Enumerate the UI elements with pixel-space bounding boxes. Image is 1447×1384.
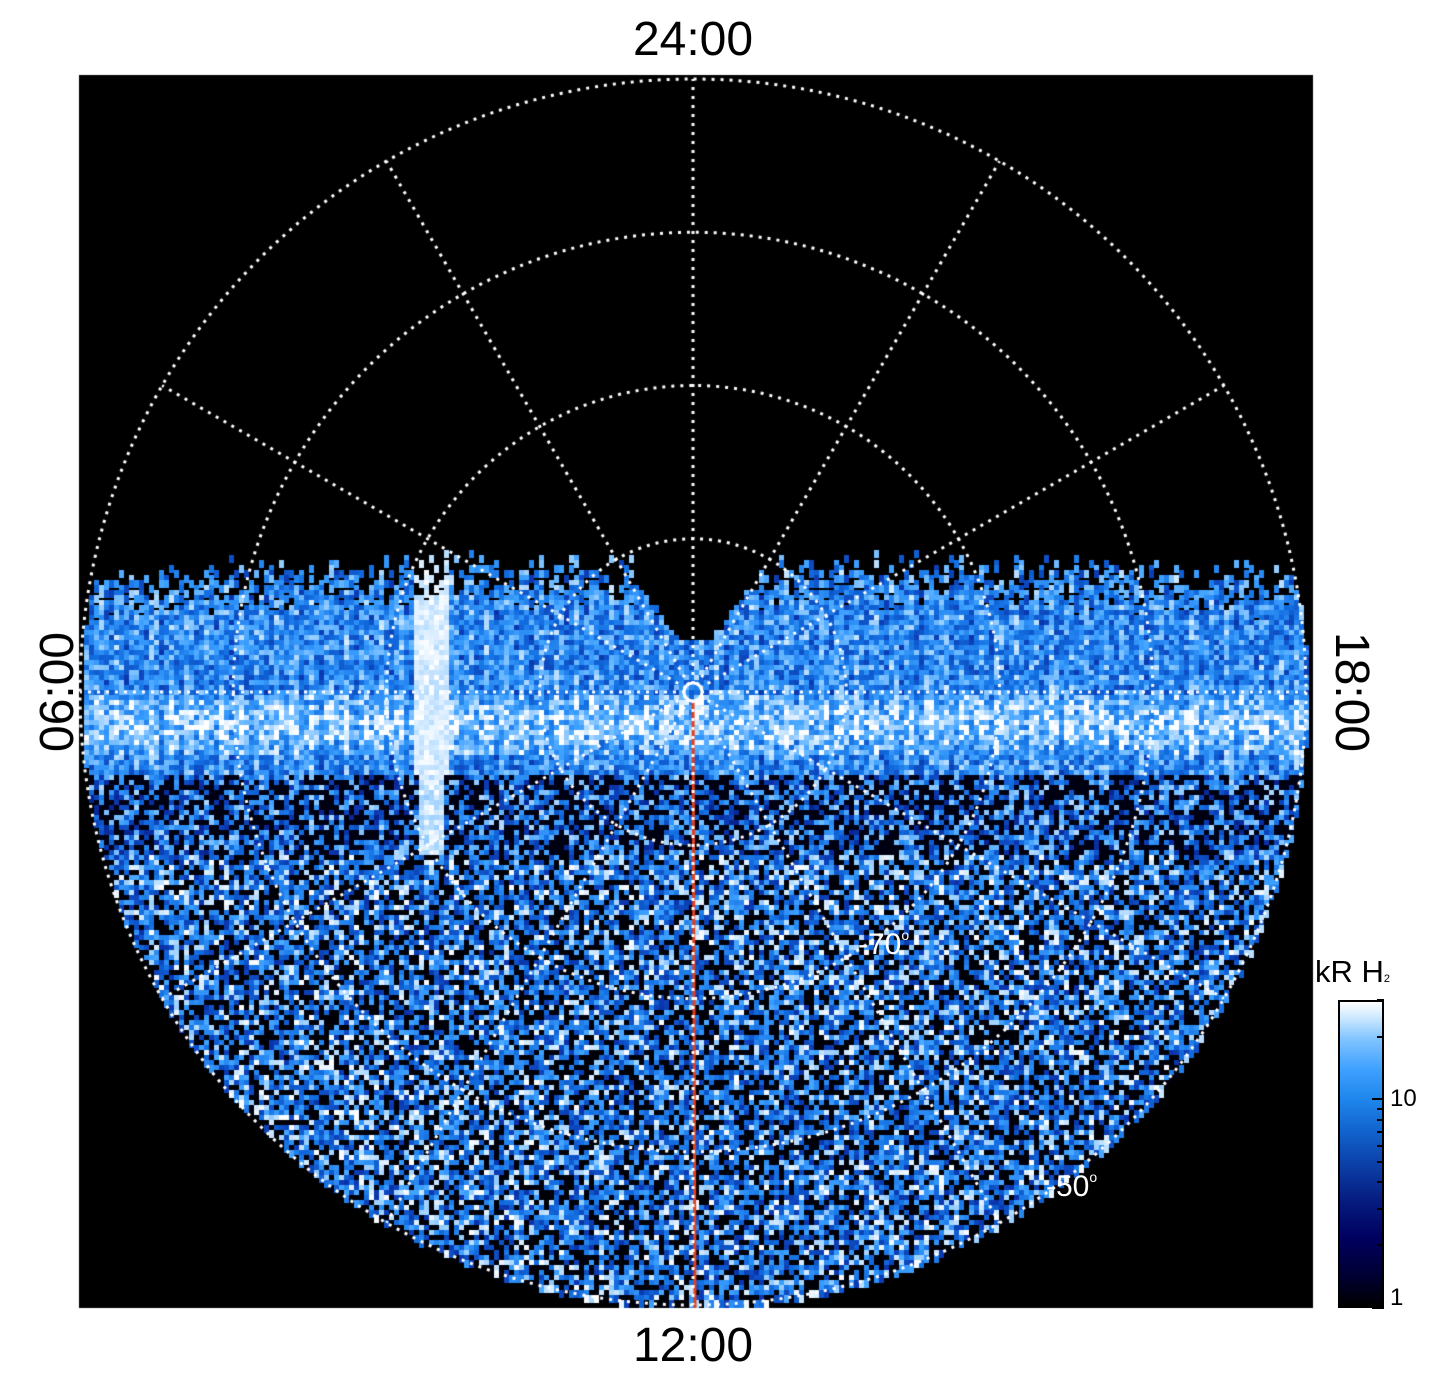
- colorbar-title-subscript: 2: [1383, 973, 1391, 985]
- colorbar-minor-tick: [1377, 1161, 1384, 1164]
- degree-symbol: o: [901, 927, 910, 943]
- colorbar: [1338, 1000, 1384, 1308]
- latitude-label-50-value: -50: [1046, 1170, 1090, 1203]
- colorbar-minor-tick: [1377, 999, 1384, 1001]
- colorbar-title: kR H2: [1315, 956, 1390, 987]
- latitude-label-50: -50o: [1046, 1169, 1098, 1203]
- degree-symbol: o: [1089, 1169, 1098, 1185]
- colorbar-tick-label: 1: [1390, 1284, 1404, 1311]
- latitude-label-70: -70o: [858, 927, 910, 961]
- colorbar-title-text: kR H: [1315, 954, 1384, 989]
- local-time-label-bottom: 12:00: [632, 1319, 754, 1372]
- colorbar-minor-tick: [1377, 1118, 1384, 1121]
- colorbar-minor-tick: [1377, 1108, 1384, 1111]
- colorbar-minor-tick: [1377, 1130, 1384, 1133]
- local-time-label-right: 18:00: [1325, 631, 1378, 753]
- local-time-label-left: 06:00: [31, 631, 84, 753]
- colorbar-minor-tick: [1377, 1144, 1384, 1147]
- colorbar-major-tick: [1372, 1307, 1384, 1309]
- local-time-label-top: 24:00: [632, 13, 754, 66]
- colorbar-minor-tick: [1377, 1181, 1384, 1184]
- colorbar-minor-tick: [1377, 1207, 1384, 1210]
- colorbar-minor-tick: [1377, 1244, 1384, 1247]
- latitude-label-70-value: -70: [858, 928, 902, 961]
- colorbar-major-tick: [1372, 1098, 1384, 1101]
- colorbar-tick-label: 10: [1390, 1085, 1417, 1113]
- colorbar-minor-tick: [1377, 1035, 1384, 1038]
